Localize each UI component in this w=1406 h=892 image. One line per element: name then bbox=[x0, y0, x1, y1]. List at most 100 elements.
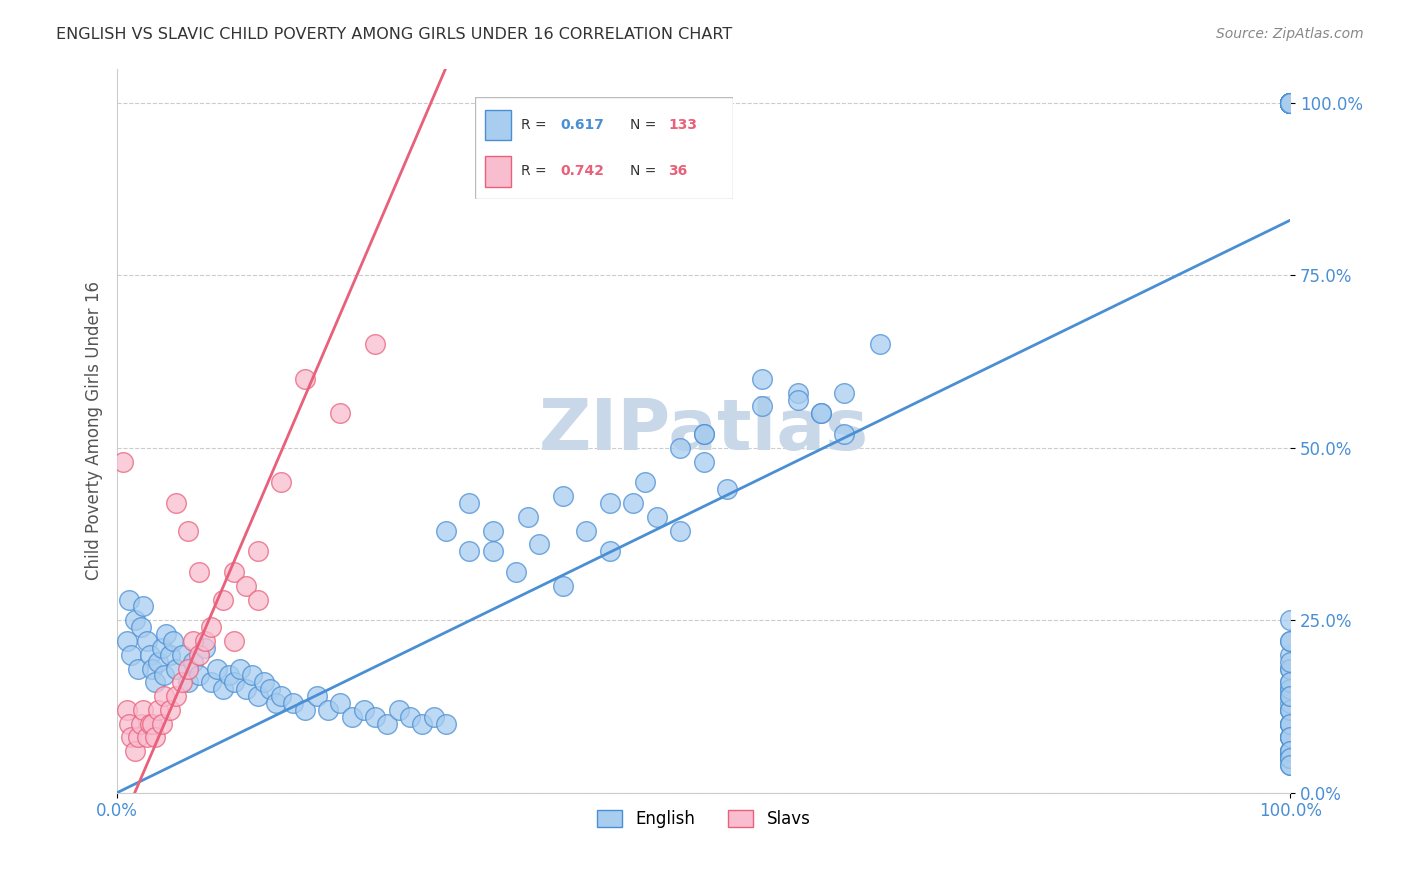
Point bbox=[176, 675, 198, 690]
Point bbox=[364, 337, 387, 351]
Point bbox=[294, 372, 316, 386]
Point bbox=[1279, 689, 1302, 703]
Point bbox=[423, 710, 446, 724]
Point bbox=[1279, 95, 1302, 110]
Point bbox=[575, 524, 598, 538]
Point bbox=[148, 655, 170, 669]
Point bbox=[148, 703, 170, 717]
Point bbox=[281, 696, 304, 710]
Text: Source: ZipAtlas.com: Source: ZipAtlas.com bbox=[1216, 27, 1364, 41]
Point bbox=[692, 427, 714, 442]
Point bbox=[1279, 95, 1302, 110]
Point bbox=[135, 634, 157, 648]
Point bbox=[599, 496, 621, 510]
Point bbox=[329, 696, 352, 710]
Point bbox=[1279, 95, 1302, 110]
Point bbox=[1279, 716, 1302, 731]
Point bbox=[1279, 613, 1302, 627]
Point bbox=[411, 716, 433, 731]
Point bbox=[224, 634, 246, 648]
Point bbox=[235, 579, 257, 593]
Point bbox=[434, 524, 457, 538]
Point bbox=[1279, 95, 1302, 110]
Point bbox=[669, 441, 692, 455]
Point bbox=[159, 648, 181, 662]
Point bbox=[139, 648, 162, 662]
Point bbox=[132, 703, 155, 717]
Point bbox=[434, 716, 457, 731]
Point bbox=[1279, 95, 1302, 110]
Point bbox=[1279, 682, 1302, 697]
Point bbox=[155, 627, 177, 641]
Point bbox=[129, 620, 152, 634]
Point bbox=[129, 716, 152, 731]
Point bbox=[692, 455, 714, 469]
Point bbox=[1279, 675, 1302, 690]
Point bbox=[165, 496, 187, 510]
Point bbox=[458, 496, 481, 510]
Point bbox=[124, 613, 146, 627]
Point bbox=[200, 620, 222, 634]
Point bbox=[1279, 744, 1302, 758]
Point bbox=[1279, 95, 1302, 110]
Point bbox=[205, 661, 228, 675]
Point bbox=[224, 565, 246, 579]
Point bbox=[1279, 634, 1302, 648]
Point bbox=[634, 475, 657, 490]
Point bbox=[127, 731, 149, 745]
Point bbox=[834, 385, 856, 400]
Point bbox=[1279, 95, 1302, 110]
Point bbox=[1279, 661, 1302, 675]
Point bbox=[211, 682, 233, 697]
Point bbox=[1279, 758, 1302, 772]
Point bbox=[200, 675, 222, 690]
Point bbox=[183, 655, 205, 669]
Point bbox=[224, 675, 246, 690]
Point bbox=[1279, 703, 1302, 717]
Point bbox=[481, 544, 503, 558]
Point bbox=[235, 682, 257, 697]
Point bbox=[751, 372, 773, 386]
Point bbox=[132, 599, 155, 614]
Point bbox=[118, 716, 141, 731]
Point bbox=[170, 675, 193, 690]
Point bbox=[305, 689, 328, 703]
Point bbox=[834, 427, 856, 442]
Point bbox=[669, 524, 692, 538]
Point bbox=[621, 496, 644, 510]
Point bbox=[259, 682, 281, 697]
Point bbox=[340, 710, 363, 724]
Point bbox=[751, 400, 773, 414]
Point bbox=[194, 634, 217, 648]
Point bbox=[599, 544, 621, 558]
Point bbox=[1279, 95, 1302, 110]
Point bbox=[253, 675, 276, 690]
Point bbox=[159, 703, 181, 717]
Point bbox=[188, 648, 211, 662]
Point bbox=[150, 716, 173, 731]
Text: ENGLISH VS SLAVIC CHILD POVERTY AMONG GIRLS UNDER 16 CORRELATION CHART: ENGLISH VS SLAVIC CHILD POVERTY AMONG GI… bbox=[56, 27, 733, 42]
Point bbox=[176, 661, 198, 675]
Point bbox=[211, 592, 233, 607]
Point bbox=[115, 703, 138, 717]
Point bbox=[139, 716, 162, 731]
Point bbox=[143, 675, 166, 690]
Point bbox=[270, 689, 292, 703]
Point bbox=[246, 689, 269, 703]
Point bbox=[551, 489, 574, 503]
Point bbox=[1279, 682, 1302, 697]
Point bbox=[1279, 95, 1302, 110]
Point bbox=[141, 716, 163, 731]
Point bbox=[1279, 731, 1302, 745]
Point bbox=[188, 668, 211, 682]
Point bbox=[1279, 95, 1302, 110]
Point bbox=[1279, 689, 1302, 703]
Text: ZIPatlas: ZIPatlas bbox=[538, 396, 869, 465]
Point bbox=[1279, 648, 1302, 662]
Point bbox=[1279, 731, 1302, 745]
Point bbox=[1279, 744, 1302, 758]
Point bbox=[240, 668, 263, 682]
Point bbox=[153, 689, 176, 703]
Point bbox=[1279, 751, 1302, 765]
Point bbox=[120, 648, 142, 662]
